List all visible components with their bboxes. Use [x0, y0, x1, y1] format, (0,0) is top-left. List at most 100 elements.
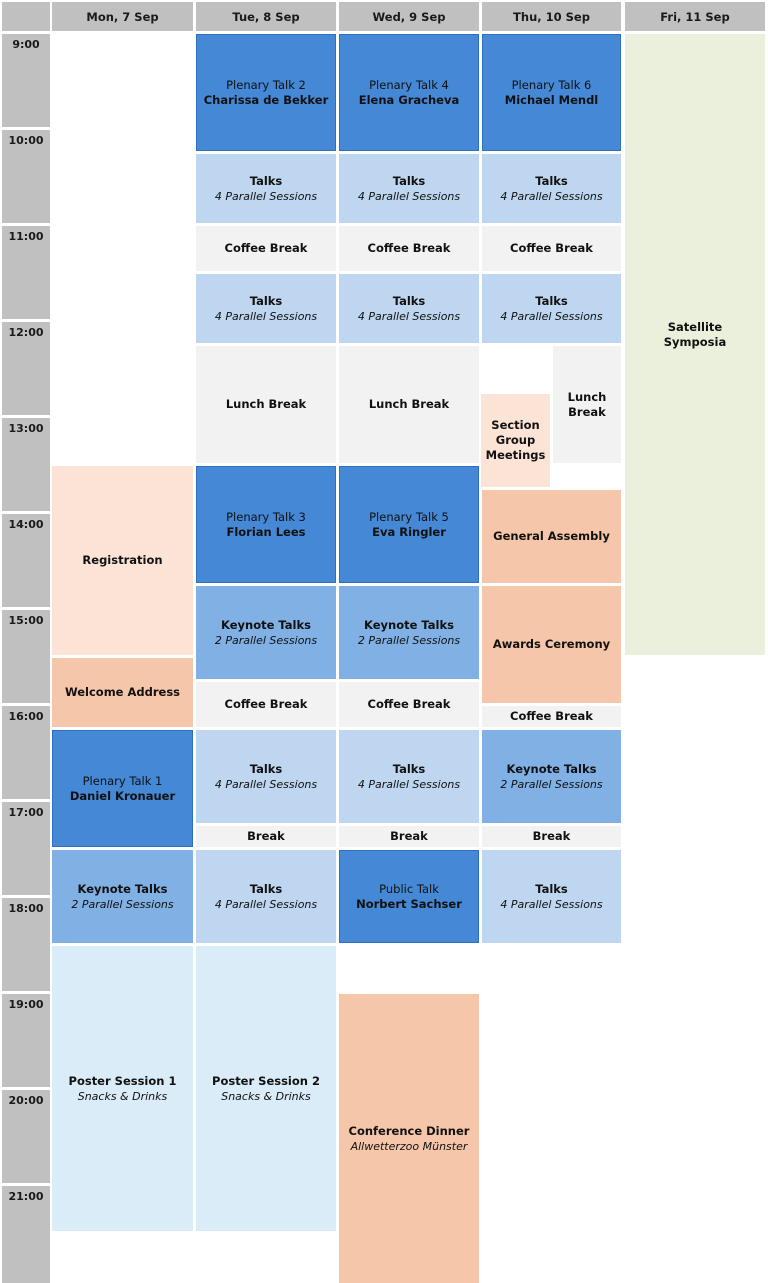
time-label: 13:00 — [2, 418, 50, 511]
event-title: Coffee Break — [224, 241, 308, 255]
event-subtitle: 4 Parallel Sessions — [357, 189, 461, 203]
event-title: Lunch Break — [368, 397, 450, 411]
event-subtitle: 4 Parallel Sessions — [214, 309, 318, 323]
event-talks[interactable]: Talks 4 Parallel Sessions — [482, 274, 621, 343]
event-coffee-break[interactable]: Coffee Break — [339, 226, 479, 271]
event-coffee-break[interactable]: Coffee Break — [482, 706, 621, 727]
event-lunch-break[interactable]: Lunch Break — [553, 346, 621, 463]
event-coffee-break[interactable]: Coffee Break — [339, 682, 479, 727]
event-awards-ceremony[interactable]: Awards Ceremony — [482, 586, 621, 703]
event-speaker: Michael Mendl — [504, 92, 599, 107]
event-subtitle: 4 Parallel Sessions — [500, 189, 603, 203]
event-title: Poster Session 2 — [212, 1073, 320, 1088]
event-poster-session-2[interactable]: Poster Session 2 Snacks & Drinks — [196, 946, 336, 1231]
event-title: Awards Ceremony — [492, 637, 611, 651]
time-label: 17:00 — [2, 802, 50, 895]
event-subtitle: Allwetterzoo Münster — [350, 1139, 468, 1153]
day-header: Tue, 8 Sep — [196, 2, 336, 31]
event-kind: Plenary Talk 1 — [82, 773, 163, 788]
event-satellite-symposia[interactable]: Satellite Symposia — [625, 34, 765, 655]
event-title: Lunch Break — [225, 397, 307, 411]
event-title: Talks — [392, 761, 426, 776]
event-section-group-meetings[interactable]: Section Group Meetings — [481, 394, 550, 487]
event-plenary-talk-1[interactable]: Plenary Talk 1 Daniel Kronauer — [52, 730, 193, 847]
event-plenary-talk-4[interactable]: Plenary Talk 4 Elena Gracheva — [339, 34, 479, 151]
event-title: Talks — [249, 881, 283, 896]
event-title: Coffee Break — [367, 697, 451, 711]
event-talks[interactable]: Talks 4 Parallel Sessions — [196, 154, 336, 223]
time-label: 12:00 — [2, 322, 50, 415]
event-title: Talks — [392, 173, 426, 188]
event-break[interactable]: Break — [482, 826, 621, 847]
event-general-assembly[interactable]: General Assembly — [482, 490, 621, 583]
event-poster-session-1[interactable]: Poster Session 1 Snacks & Drinks — [52, 946, 193, 1231]
event-kind: Plenary Talk 5 — [369, 509, 449, 524]
event-title: Coffee Break — [510, 709, 593, 723]
time-label: 21:00 — [2, 1186, 50, 1283]
header-corner — [2, 2, 50, 31]
event-talks[interactable]: Talks 4 Parallel Sessions — [196, 850, 336, 943]
event-plenary-talk-2[interactable]: Plenary Talk 2 Charissa de Bekker — [196, 34, 336, 151]
event-plenary-talk-3[interactable]: Plenary Talk 3 Florian Lees — [196, 466, 336, 583]
event-title: Talks — [535, 881, 568, 896]
event-subtitle: Snacks & Drinks — [221, 1089, 311, 1103]
event-title: Welcome Address — [64, 685, 181, 699]
event-keynote-talks[interactable]: Keynote Talks 2 Parallel Sessions — [196, 586, 336, 679]
event-kind: Plenary Talk 6 — [511, 77, 592, 92]
event-keynote-talks[interactable]: Keynote Talks 2 Parallel Sessions — [52, 850, 193, 943]
time-label: 20:00 — [2, 1090, 50, 1183]
event-title: General Assembly — [493, 529, 610, 543]
event-title: Talks — [535, 173, 568, 188]
event-title: Coffee Break — [367, 241, 451, 255]
event-title: Conference Dinner — [348, 1123, 470, 1138]
event-break[interactable]: Break — [196, 826, 336, 847]
event-lunch-break[interactable]: Lunch Break — [339, 346, 479, 463]
day-header: Mon, 7 Sep — [52, 2, 193, 31]
event-lunch-break[interactable]: Lunch Break — [196, 346, 336, 463]
event-title: Registration — [82, 553, 163, 567]
event-title: Satellite Symposia — [663, 320, 727, 349]
event-public-talk[interactable]: Public Talk Norbert Sachser — [339, 850, 479, 943]
event-title: Section Group Meetings — [485, 418, 546, 462]
event-title: Talks — [249, 293, 283, 308]
event-kind: Public Talk — [379, 881, 439, 896]
event-coffee-break[interactable]: Coffee Break — [482, 226, 621, 271]
event-conference-dinner[interactable]: Conference Dinner Allwetterzoo Münster — [339, 994, 479, 1283]
event-plenary-talk-6[interactable]: Plenary Talk 6 Michael Mendl — [482, 34, 621, 151]
event-coffee-break[interactable]: Coffee Break — [196, 226, 336, 271]
day-header: Thu, 10 Sep — [482, 2, 621, 31]
day-header: Wed, 9 Sep — [339, 2, 479, 31]
event-subtitle: 4 Parallel Sessions — [357, 777, 461, 791]
event-title: Talks — [392, 293, 426, 308]
event-talks[interactable]: Talks 4 Parallel Sessions — [339, 274, 479, 343]
event-subtitle: 2 Parallel Sessions — [500, 777, 603, 791]
event-subtitle: Snacks & Drinks — [77, 1089, 168, 1103]
event-coffee-break[interactable]: Coffee Break — [196, 682, 336, 727]
event-subtitle: 2 Parallel Sessions — [71, 897, 174, 911]
event-subtitle: 4 Parallel Sessions — [500, 309, 603, 323]
event-subtitle: 4 Parallel Sessions — [357, 309, 461, 323]
event-subtitle: 4 Parallel Sessions — [214, 897, 318, 911]
event-kind: Plenary Talk 4 — [369, 77, 449, 92]
event-keynote-talks[interactable]: Keynote Talks 2 Parallel Sessions — [482, 730, 621, 823]
day-header: Fri, 11 Sep — [625, 2, 765, 31]
event-plenary-talk-5[interactable]: Plenary Talk 5 Eva Ringler — [339, 466, 479, 583]
event-welcome-address[interactable]: Welcome Address — [52, 658, 193, 727]
event-title: Keynote Talks — [77, 881, 168, 896]
event-talks[interactable]: Talks 4 Parallel Sessions — [482, 154, 621, 223]
time-label: 9:00 — [2, 34, 50, 127]
event-subtitle: 4 Parallel Sessions — [214, 777, 318, 791]
event-title: Talks — [249, 173, 283, 188]
event-break[interactable]: Break — [339, 826, 479, 847]
event-talks[interactable]: Talks 4 Parallel Sessions — [196, 274, 336, 343]
event-keynote-talks[interactable]: Keynote Talks 2 Parallel Sessions — [339, 586, 479, 679]
event-title: Break — [390, 829, 428, 843]
event-speaker: Norbert Sachser — [356, 896, 462, 911]
time-label: 15:00 — [2, 610, 50, 703]
event-talks[interactable]: Talks 4 Parallel Sessions — [196, 730, 336, 823]
event-subtitle: 4 Parallel Sessions — [500, 897, 603, 911]
event-talks[interactable]: Talks 4 Parallel Sessions — [339, 730, 479, 823]
event-talks[interactable]: Talks 4 Parallel Sessions — [482, 850, 621, 943]
event-registration[interactable]: Registration — [52, 466, 193, 655]
event-talks[interactable]: Talks 4 Parallel Sessions — [339, 154, 479, 223]
